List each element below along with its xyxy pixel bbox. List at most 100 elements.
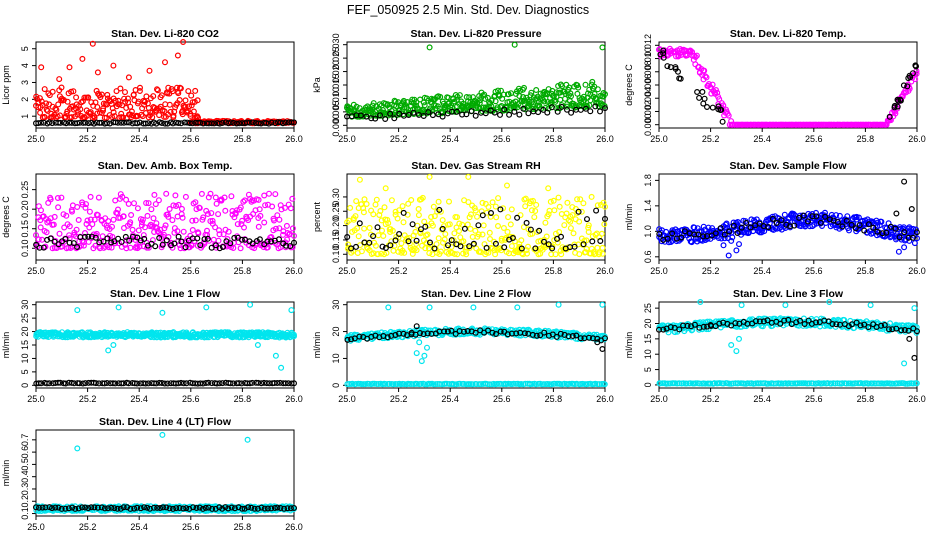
data-point	[465, 173, 472, 180]
data-point	[700, 233, 707, 240]
data-point	[125, 74, 132, 81]
data-point	[204, 232, 211, 239]
data-point	[212, 242, 219, 249]
data-point	[101, 505, 108, 512]
y-tick-label: 25	[643, 303, 653, 313]
data-point	[391, 97, 398, 104]
series-reference	[32, 504, 298, 512]
data-point	[385, 220, 392, 227]
data-point	[744, 380, 751, 387]
data-point	[186, 120, 193, 127]
data-point	[203, 207, 210, 214]
data-point	[375, 251, 382, 258]
data-point	[216, 245, 223, 252]
data-point	[82, 204, 89, 211]
data-point	[154, 86, 161, 93]
data-point	[547, 198, 554, 205]
data-point	[244, 436, 251, 443]
x-tick-label: 25.8	[234, 394, 252, 404]
data-point	[277, 379, 284, 386]
plot-frame	[35, 429, 295, 517]
data-point	[601, 91, 608, 98]
data-point	[389, 227, 396, 234]
data-point	[247, 301, 254, 308]
x-tick-label: 25.4	[130, 266, 148, 276]
data-point	[175, 201, 182, 208]
data-point	[492, 98, 499, 105]
data-point	[276, 236, 283, 243]
y-axis-label: ml/min	[624, 204, 634, 231]
data-point	[567, 225, 574, 232]
data-point	[573, 103, 580, 110]
data-point	[683, 380, 690, 387]
data-point	[540, 238, 547, 245]
data-point	[65, 505, 72, 512]
data-point	[372, 115, 379, 122]
data-point	[897, 97, 904, 104]
y-axis-label: ml/min	[624, 332, 634, 359]
data-point	[571, 243, 578, 250]
data-point	[400, 330, 407, 337]
y-tick-label: 0.15	[331, 231, 341, 249]
data-point	[667, 324, 674, 331]
data-point	[585, 229, 592, 236]
data-point	[186, 103, 193, 110]
data-point	[157, 505, 164, 512]
data-point	[143, 200, 150, 207]
data-point	[175, 90, 182, 97]
data-point	[192, 87, 199, 94]
data-point	[721, 231, 728, 238]
data-point	[520, 84, 527, 91]
data-point	[126, 237, 133, 244]
data-point	[908, 206, 915, 213]
data-point	[120, 114, 127, 121]
x-tick-label: 25.4	[130, 134, 148, 144]
data-point	[139, 216, 146, 223]
data-point	[796, 317, 803, 324]
data-point	[38, 236, 45, 243]
data-point	[233, 207, 240, 214]
y-tick-label: 0.015	[331, 74, 341, 97]
data-point	[785, 380, 792, 387]
y-tick-label: 4	[20, 63, 30, 68]
y-axis-label: degrees C	[1, 196, 11, 238]
data-point	[73, 226, 80, 233]
data-point	[511, 104, 518, 111]
data-point	[392, 237, 399, 244]
data-point	[716, 380, 723, 387]
data-point	[85, 505, 92, 512]
data-point	[51, 213, 58, 220]
data-point	[875, 380, 882, 387]
data-point	[200, 214, 207, 221]
data-point	[152, 243, 159, 250]
data-point	[805, 380, 812, 387]
data-point	[911, 240, 918, 247]
data-point	[454, 214, 461, 221]
data-point	[495, 223, 502, 230]
data-point	[782, 302, 789, 309]
data-point	[498, 247, 505, 254]
data-point	[154, 504, 161, 511]
chart-panel: Stan. Dev. Li-820 Temp.degrees C25.0 25.2…	[624, 28, 926, 144]
data-point	[821, 209, 828, 216]
data-point	[289, 225, 296, 232]
data-point	[791, 222, 798, 229]
y-tick-label: 0.25	[20, 181, 30, 199]
data-point	[166, 101, 173, 108]
data-point	[55, 204, 62, 211]
data-point	[344, 234, 351, 241]
data-point	[703, 103, 710, 110]
data-point	[274, 504, 281, 511]
data-point	[281, 505, 288, 512]
data-point	[522, 195, 529, 202]
data-point	[409, 221, 416, 228]
data-point	[660, 50, 667, 57]
y-tick-label: 0.1	[20, 507, 30, 520]
data-point	[413, 350, 420, 357]
data-point	[179, 214, 186, 221]
data-point	[528, 89, 535, 96]
data-point	[238, 380, 245, 387]
